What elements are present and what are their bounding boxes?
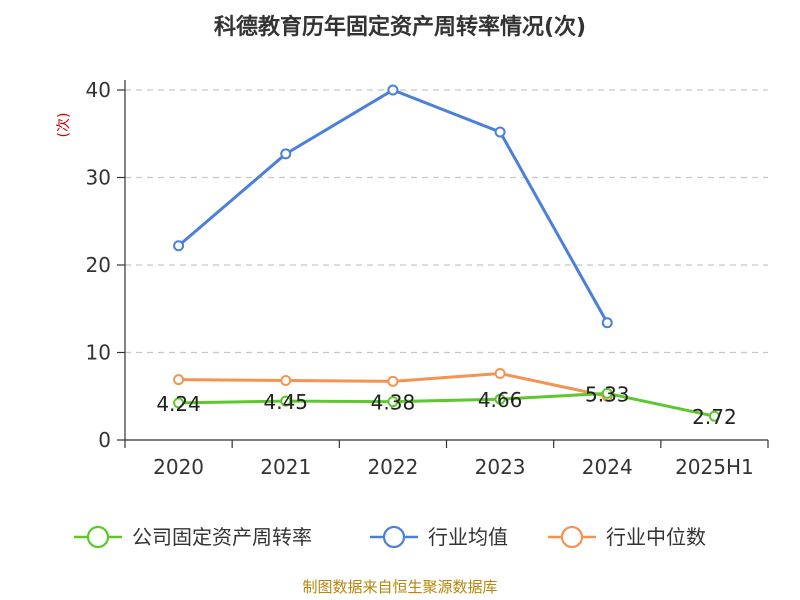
legend-label: 行业中位数 [606, 525, 706, 549]
data-point [601, 317, 613, 329]
data-label: 4.66 [478, 388, 523, 412]
data-point [173, 397, 185, 409]
data-point [173, 374, 185, 386]
chart-title: 科德教育历年固定资产周转率情况(次) [214, 14, 586, 40]
data-point [494, 368, 506, 379]
data-label: 5.33 [585, 382, 630, 406]
y-tick-label: 20 [86, 253, 111, 277]
y-tick-label: 40 [86, 78, 111, 102]
x-tick-label: 2024 [582, 455, 633, 479]
data-point [494, 393, 506, 405]
data-point [387, 375, 399, 387]
data-point [601, 387, 613, 399]
y-tick-label: 10 [86, 341, 111, 365]
data-point [280, 395, 292, 407]
y-tick-label: 30 [86, 166, 111, 190]
data-labels: 4.24 4.45 4.38 4.66 5.33 2.72 [156, 382, 736, 429]
data-point [173, 240, 185, 252]
x-tick-label: 2023 [475, 455, 526, 479]
series-line [178, 391, 715, 418]
series-line [177, 88, 609, 324]
legend-swatch-marker [86, 525, 110, 549]
series-layer [173, 84, 720, 422]
axes: 0 10 20 30 40 2020 2021 2022 2023 2024 2025H1 [86, 78, 769, 479]
legend-swatch-marker [560, 525, 584, 549]
source-note: 制图数据来自恒生聚源数据库 [302, 578, 497, 596]
data-label: 4.38 [371, 391, 416, 415]
data-label: 4.45 [263, 390, 308, 414]
data-label: 2.72 [692, 405, 737, 429]
legend-swatch-marker [382, 525, 406, 549]
data-point [387, 396, 399, 408]
data-point [387, 84, 399, 96]
legend: 公司固定资产周转率 行业均值 行业中位数 [74, 525, 706, 549]
data-point [280, 375, 292, 386]
grid [125, 89, 768, 354]
x-tick-label: 2020 [153, 455, 204, 479]
x-tick-label: 2025H1 [675, 455, 754, 479]
data-label: 4.24 [156, 392, 201, 416]
data-point [494, 126, 506, 138]
y-tick-label: 0 [98, 428, 111, 452]
y-axis-unit: (次) [56, 113, 72, 138]
data-point [708, 410, 720, 422]
legend-label: 公司固定资产周转率 [132, 525, 312, 549]
data-point [280, 148, 292, 160]
x-tick-label: 2021 [260, 455, 311, 479]
x-tick-label: 2022 [367, 455, 418, 479]
legend-label: 行业均值 [428, 525, 508, 549]
